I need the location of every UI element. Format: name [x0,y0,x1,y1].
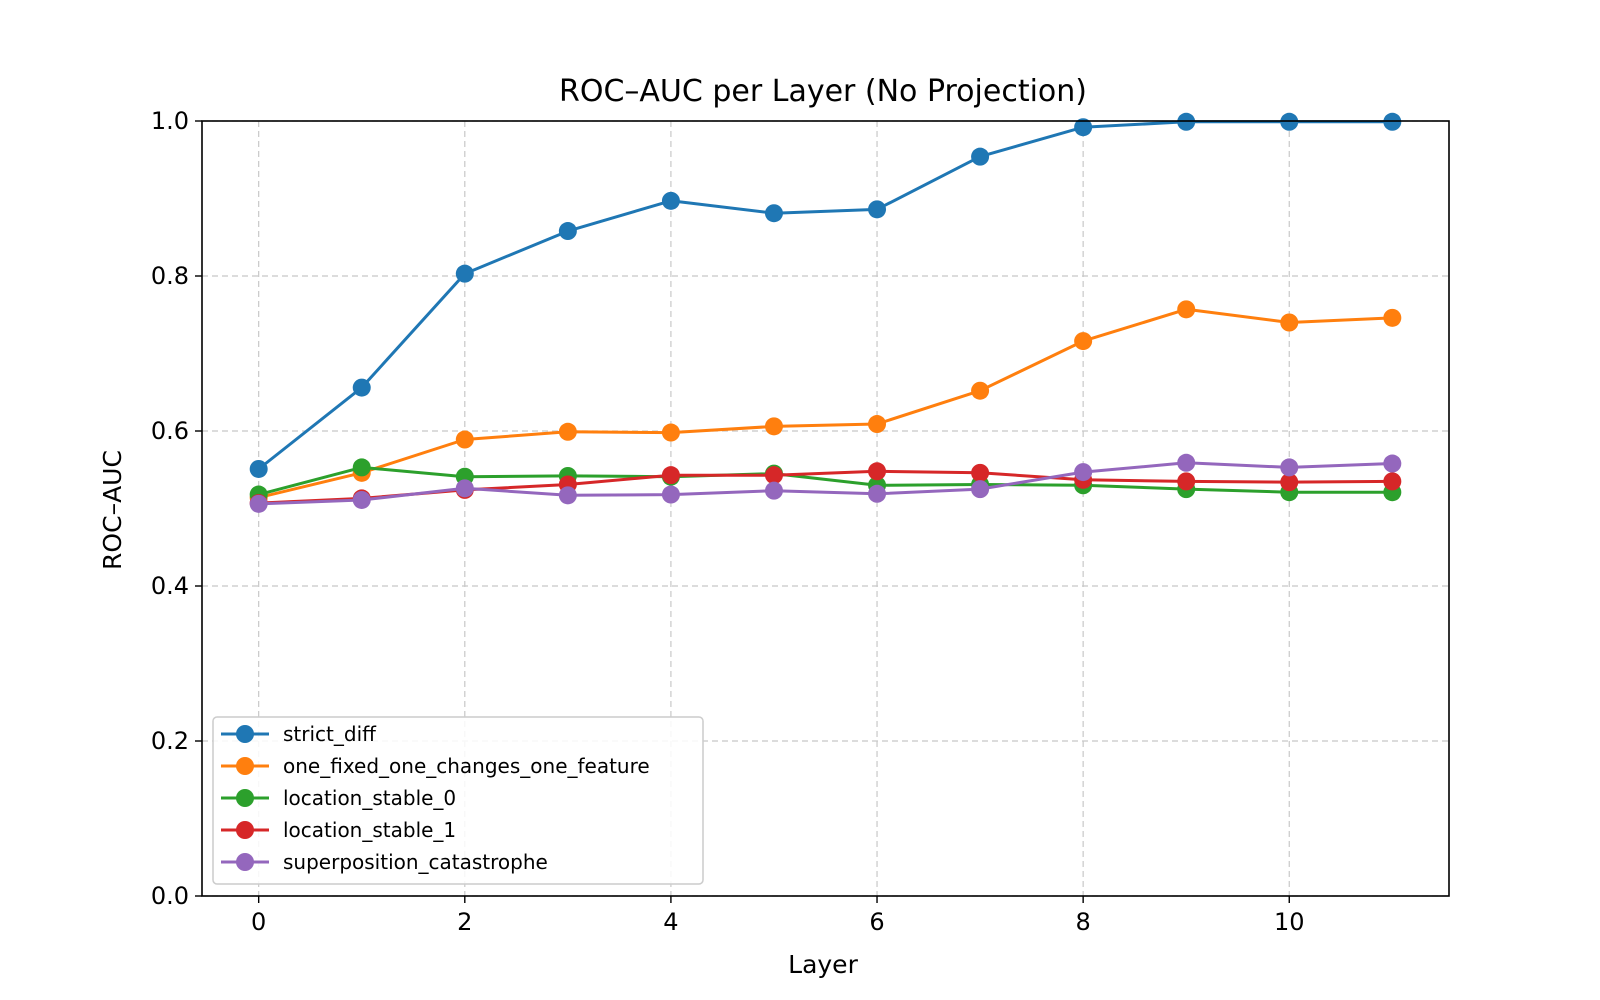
data-point-location-stable-1 [868,462,887,481]
legend-label: location_stable_1 [283,818,456,842]
data-point-one-fixed-one-changes-one-feature [661,423,680,442]
legend: strict_diff one_fixed_one_changes_one_fea… [212,716,704,885]
y-axis-label: ROC–AUC [98,450,127,570]
legend-entry: location_stable_1 [221,818,456,842]
data-point-superposition-catastrophe [661,485,680,504]
x-tick-label: 0 [251,908,266,936]
series-line-superposition-catastrophe [258,461,1393,506]
legend-label: strict_diff [283,722,377,746]
series-line-location-stable-1 [258,469,1393,505]
legend-label: superposition_catastrophe [283,850,548,874]
data-point-superposition-catastrophe [455,479,474,498]
data-point-superposition-catastrophe [352,490,371,509]
x-tick-label: 10 [1274,908,1305,936]
data-point-superposition-catastrophe [1280,458,1299,477]
legend-swatch-marker [236,821,254,839]
legend-label: location_stable_0 [283,786,456,810]
data-point-superposition-catastrophe [764,481,783,500]
chart-title: ROC–AUC per Layer (No Projection) [559,74,1087,109]
data-point-one-fixed-one-changes-one-feature [1280,313,1299,332]
data-point-location-stable-0 [352,458,371,477]
legend-swatch-marker [236,725,254,743]
data-point-strict-diff [352,378,371,397]
legend-swatch-marker [236,789,254,807]
data-point-location-stable-1 [1177,472,1196,491]
x-tick-label: 6 [869,908,884,936]
data-point-superposition-catastrophe [971,480,990,499]
x-tick-label: 2 [457,908,472,936]
data-point-location-stable-1 [971,463,990,482]
data-point-location-stable-1 [764,466,783,485]
data-point-superposition-catastrophe [249,494,268,513]
legend-swatch-marker [236,757,254,775]
data-point-one-fixed-one-changes-one-feature [1074,332,1093,351]
data-point-strict-diff [764,204,783,223]
series-line-one-fixed-one-changes-one-feature [258,307,1393,500]
y-tick-label: 1.0 [151,107,189,135]
x-axis-label: Layer [788,950,858,979]
legend-entry: location_stable_0 [221,786,456,810]
legend-box [212,716,704,885]
y-tick-label: 0.8 [151,262,189,290]
data-point-location-stable-1 [1280,473,1299,492]
data-point-superposition-catastrophe [1383,454,1402,473]
legend-entry: one_fixed_one_changes_one_feature [221,754,650,778]
data-point-one-fixed-one-changes-one-feature [455,430,474,449]
y-tick-label: 0.6 [151,417,189,445]
data-point-strict-diff [868,200,887,219]
data-point-strict-diff [661,191,680,210]
data-point-strict-diff [1074,118,1093,137]
data-point-strict-diff [455,264,474,283]
data-point-strict-diff [558,222,577,241]
legend-label: one_fixed_one_changes_one_feature [283,754,650,778]
data-point-strict-diff [971,147,990,166]
legend-swatch-marker [236,853,254,871]
axis-ticks: 0 2 4 6 8 10 0.0 0.2 0.4 0.6 0.8 1.0 [151,107,1305,936]
legend-entry: superposition_catastrophe [221,850,548,874]
data-point-superposition-catastrophe [868,484,887,503]
data-point-one-fixed-one-changes-one-feature [971,381,990,400]
data-point-one-fixed-one-changes-one-feature [764,417,783,436]
plot-area-frame [201,120,1450,897]
data-point-one-fixed-one-changes-one-feature [558,422,577,441]
legend-entry: strict_diff [221,722,377,746]
series-lines [249,112,1402,513]
data-point-superposition-catastrophe [1177,453,1196,472]
data-point-one-fixed-one-changes-one-feature [1177,300,1196,319]
data-point-strict-diff [249,459,268,478]
data-point-one-fixed-one-changes-one-feature [868,415,887,434]
series-line-location-stable-0 [258,465,1393,497]
y-tick-label: 0.4 [151,572,189,600]
data-point-one-fixed-one-changes-one-feature [1383,308,1402,327]
y-tick-label: 0.2 [151,727,189,755]
data-point-location-stable-1 [1383,472,1402,491]
x-tick-label: 4 [663,908,678,936]
data-point-superposition-catastrophe [558,486,577,505]
series-line-strict-diff [257,120,1393,471]
y-tick-label: 0.0 [151,882,189,910]
x-tick-label: 8 [1076,908,1091,936]
data-point-superposition-catastrophe [1074,463,1093,482]
data-point-location-stable-1 [661,466,680,485]
